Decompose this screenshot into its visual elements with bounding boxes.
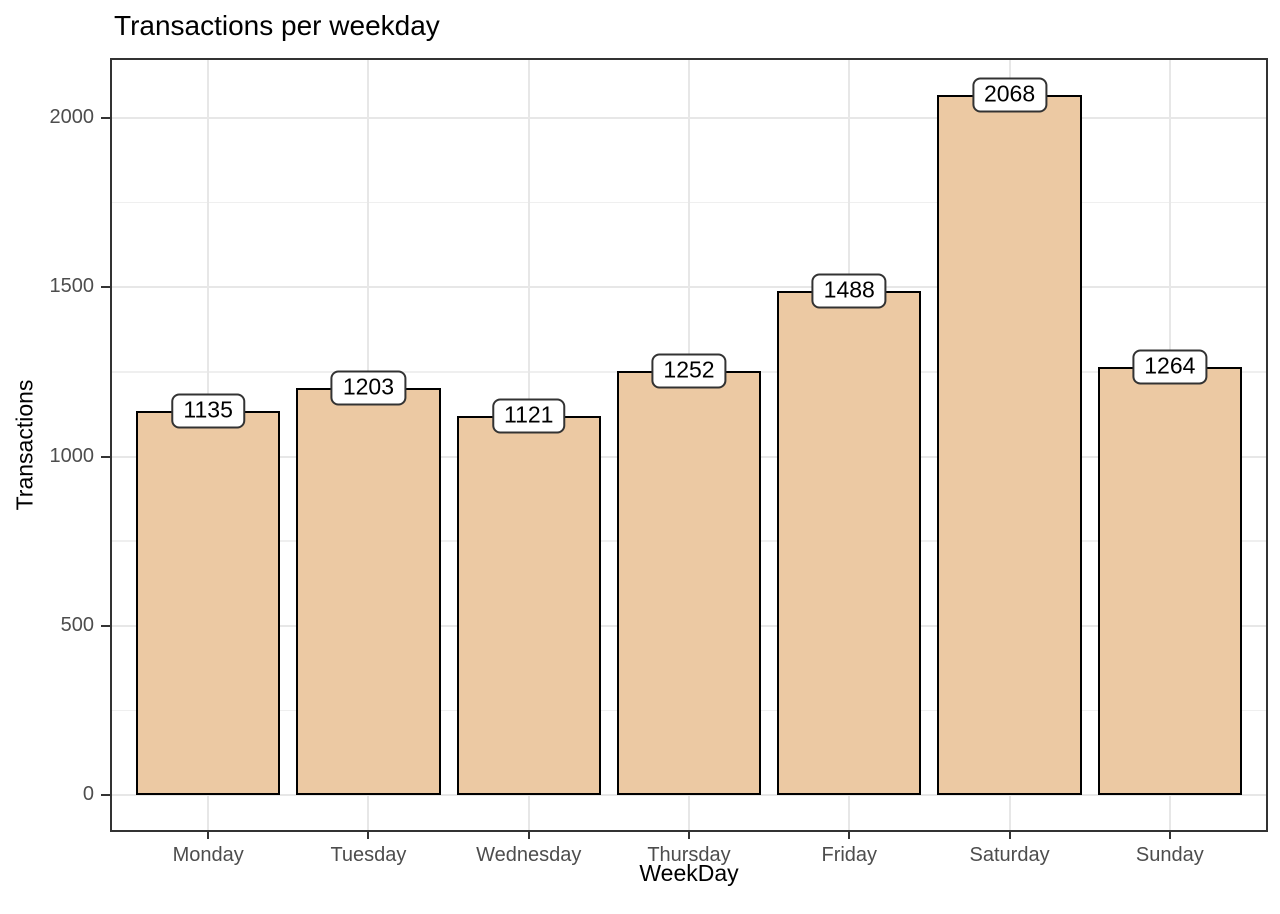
bar-value-label: 1135 bbox=[171, 393, 245, 429]
x-axis-title: WeekDay bbox=[639, 860, 739, 886]
x-tick-label: Thursday bbox=[647, 844, 731, 866]
x-tick-label: Saturday bbox=[969, 844, 1050, 866]
bar-value-label: 1203 bbox=[330, 370, 407, 406]
bar-friday bbox=[777, 291, 922, 795]
x-tick bbox=[848, 830, 851, 839]
x-tick-label: Wednesday bbox=[476, 844, 582, 866]
bar-value-label: 2068 bbox=[971, 77, 1048, 113]
bar-value-label: 1264 bbox=[1132, 349, 1208, 385]
x-tick-label: Tuesday bbox=[330, 844, 407, 866]
y-axis-title: Transactions bbox=[11, 379, 38, 511]
y-tick-label: 1500 bbox=[49, 275, 95, 298]
chart-title: Transactions per weekday bbox=[114, 10, 440, 41]
x-tick bbox=[1168, 830, 1171, 839]
x-tick bbox=[527, 830, 530, 839]
x-tick-label: Friday bbox=[821, 844, 878, 866]
x-tick-label: Monday bbox=[172, 844, 244, 866]
y-tick bbox=[101, 794, 110, 796]
bar-saturday bbox=[937, 95, 1082, 795]
y-tick-label: 2000 bbox=[49, 106, 95, 129]
plot-panel: 1135 Monday 1203 Tuesday 1121 Wednesday 1252 Th… bbox=[50, 58, 1268, 866]
x-tick bbox=[688, 830, 690, 839]
bar-value-label: 1252 bbox=[651, 353, 727, 389]
bar-monday bbox=[136, 410, 281, 795]
bar-value-label: 1488 bbox=[811, 273, 887, 309]
x-tick-label: Sunday bbox=[1135, 844, 1204, 866]
x-tick bbox=[207, 830, 210, 839]
bar-value-label: 1121 bbox=[491, 398, 566, 434]
y-tick bbox=[101, 624, 110, 627]
y-tick-label: 0 bbox=[82, 783, 94, 805]
y-tick bbox=[101, 286, 110, 289]
bar-tuesday bbox=[296, 387, 441, 795]
y-tick bbox=[101, 455, 110, 458]
x-tick bbox=[1008, 830, 1011, 839]
bar-sunday bbox=[1097, 367, 1242, 795]
y-tick-label: 1000 bbox=[49, 444, 95, 467]
y-tick-label: 500 bbox=[60, 613, 94, 636]
y-tick bbox=[101, 117, 110, 120]
bar-thursday bbox=[616, 371, 762, 795]
x-tick bbox=[367, 830, 370, 839]
bar-wednesday bbox=[456, 415, 601, 795]
